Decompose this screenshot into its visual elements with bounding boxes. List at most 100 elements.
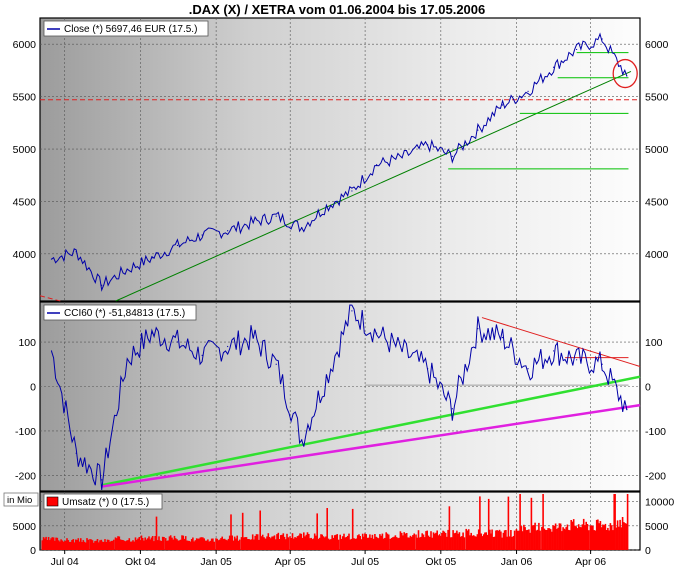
volume-bar <box>530 497 533 550</box>
volume-bar <box>428 537 431 550</box>
volume-bar <box>529 532 531 550</box>
volume-bar <box>382 538 385 550</box>
volume-bar <box>516 530 519 550</box>
volume-bar <box>82 540 85 550</box>
volume-bar <box>432 532 435 550</box>
volume-bar <box>505 530 507 550</box>
volume-bar <box>425 531 427 550</box>
volume-bar <box>420 536 422 550</box>
volume-bar <box>145 539 148 550</box>
volume-bar <box>41 540 44 550</box>
volume-bar <box>574 525 576 550</box>
price-point <box>501 104 504 106</box>
volume-bars <box>41 494 629 550</box>
volume-bar <box>217 540 220 550</box>
volume-bar <box>538 522 540 550</box>
volume-bar <box>61 540 64 550</box>
volume-bar <box>308 534 310 550</box>
volume-bar <box>564 529 566 550</box>
volume-bar <box>54 540 56 550</box>
cci-ytick-label-left: 0 <box>30 381 36 393</box>
volume-bar <box>193 541 195 550</box>
volume-bar <box>492 537 495 550</box>
cci-point <box>401 350 403 352</box>
volume-bar <box>486 534 489 550</box>
volume-bar <box>87 539 90 550</box>
volume-bar <box>110 540 113 550</box>
price-point <box>552 66 555 68</box>
volume-bar <box>339 534 341 550</box>
cci-reference-lines <box>101 317 641 488</box>
volume-bar <box>612 530 614 550</box>
volume-bar <box>44 538 46 550</box>
volume-bar <box>45 536 47 550</box>
volume-bar <box>298 535 300 550</box>
volume-bar <box>413 533 415 550</box>
volume-bar <box>72 539 75 550</box>
volume-bar <box>561 531 563 550</box>
volume-bar <box>496 530 498 550</box>
price-point <box>126 268 128 271</box>
volume-bar <box>266 536 268 550</box>
volume-bar <box>475 536 477 550</box>
volume-bar <box>402 535 404 550</box>
volume-bar <box>403 532 405 550</box>
volume-legend-swatch <box>46 496 59 507</box>
price-ytick-label-right: 5500 <box>645 92 669 104</box>
cci-y-ticks-right: -200 -100 0 100 <box>645 337 666 482</box>
volume-bar <box>512 536 515 550</box>
volume-bar <box>95 540 98 550</box>
volume-bar <box>277 532 280 550</box>
volume-bar <box>50 538 52 550</box>
volume-bar <box>482 534 485 550</box>
volume-bar <box>590 525 593 550</box>
volume-bar <box>184 536 187 550</box>
price-ytick-label-left: 4000 <box>13 249 37 261</box>
volume-bar <box>361 533 364 550</box>
volume-bar <box>59 541 61 550</box>
volume-bar <box>399 531 402 550</box>
volume-bar <box>595 519 598 550</box>
cci-point <box>301 439 303 441</box>
volume-bar <box>304 536 306 550</box>
volume-bar <box>223 538 226 550</box>
volume-bar <box>427 535 430 550</box>
volume-bar <box>93 542 95 550</box>
volume-bar <box>371 534 374 550</box>
volume-bar <box>528 529 530 550</box>
price-ytick-label-right: 4500 <box>645 196 669 208</box>
volume-bar <box>474 536 476 550</box>
volume-unit-label: in Mio <box>7 495 32 506</box>
volume-bar <box>207 539 209 550</box>
volume-bar <box>238 539 241 550</box>
volume-bar <box>106 539 109 550</box>
volume-bar <box>124 541 127 550</box>
cci-point <box>325 377 328 379</box>
volume-bar <box>409 535 412 550</box>
volume-bar <box>316 513 318 550</box>
volume-bar <box>507 496 510 550</box>
volume-bar <box>548 528 551 550</box>
volume-bar <box>541 527 543 550</box>
volume-bar <box>218 539 221 550</box>
volume-bar <box>586 524 589 550</box>
volume-bar <box>270 538 272 550</box>
volume-bar <box>216 538 218 550</box>
volume-bar <box>546 530 548 550</box>
volume-bar <box>167 540 169 550</box>
cci-point <box>552 350 555 352</box>
volume-bar <box>609 523 612 550</box>
volume-bar <box>385 532 387 550</box>
volume-bar <box>330 539 332 550</box>
volume-bar <box>94 541 96 550</box>
volume-bar <box>321 534 323 550</box>
volume-bar <box>65 540 67 550</box>
volume-bar <box>447 529 449 550</box>
volume-bar <box>443 531 446 550</box>
cci-plot-area <box>39 301 641 492</box>
volume-bar <box>552 525 554 550</box>
volume-bar <box>146 538 149 550</box>
volume-bar <box>89 539 91 550</box>
volume-bar <box>481 536 484 550</box>
price-point <box>325 206 328 208</box>
